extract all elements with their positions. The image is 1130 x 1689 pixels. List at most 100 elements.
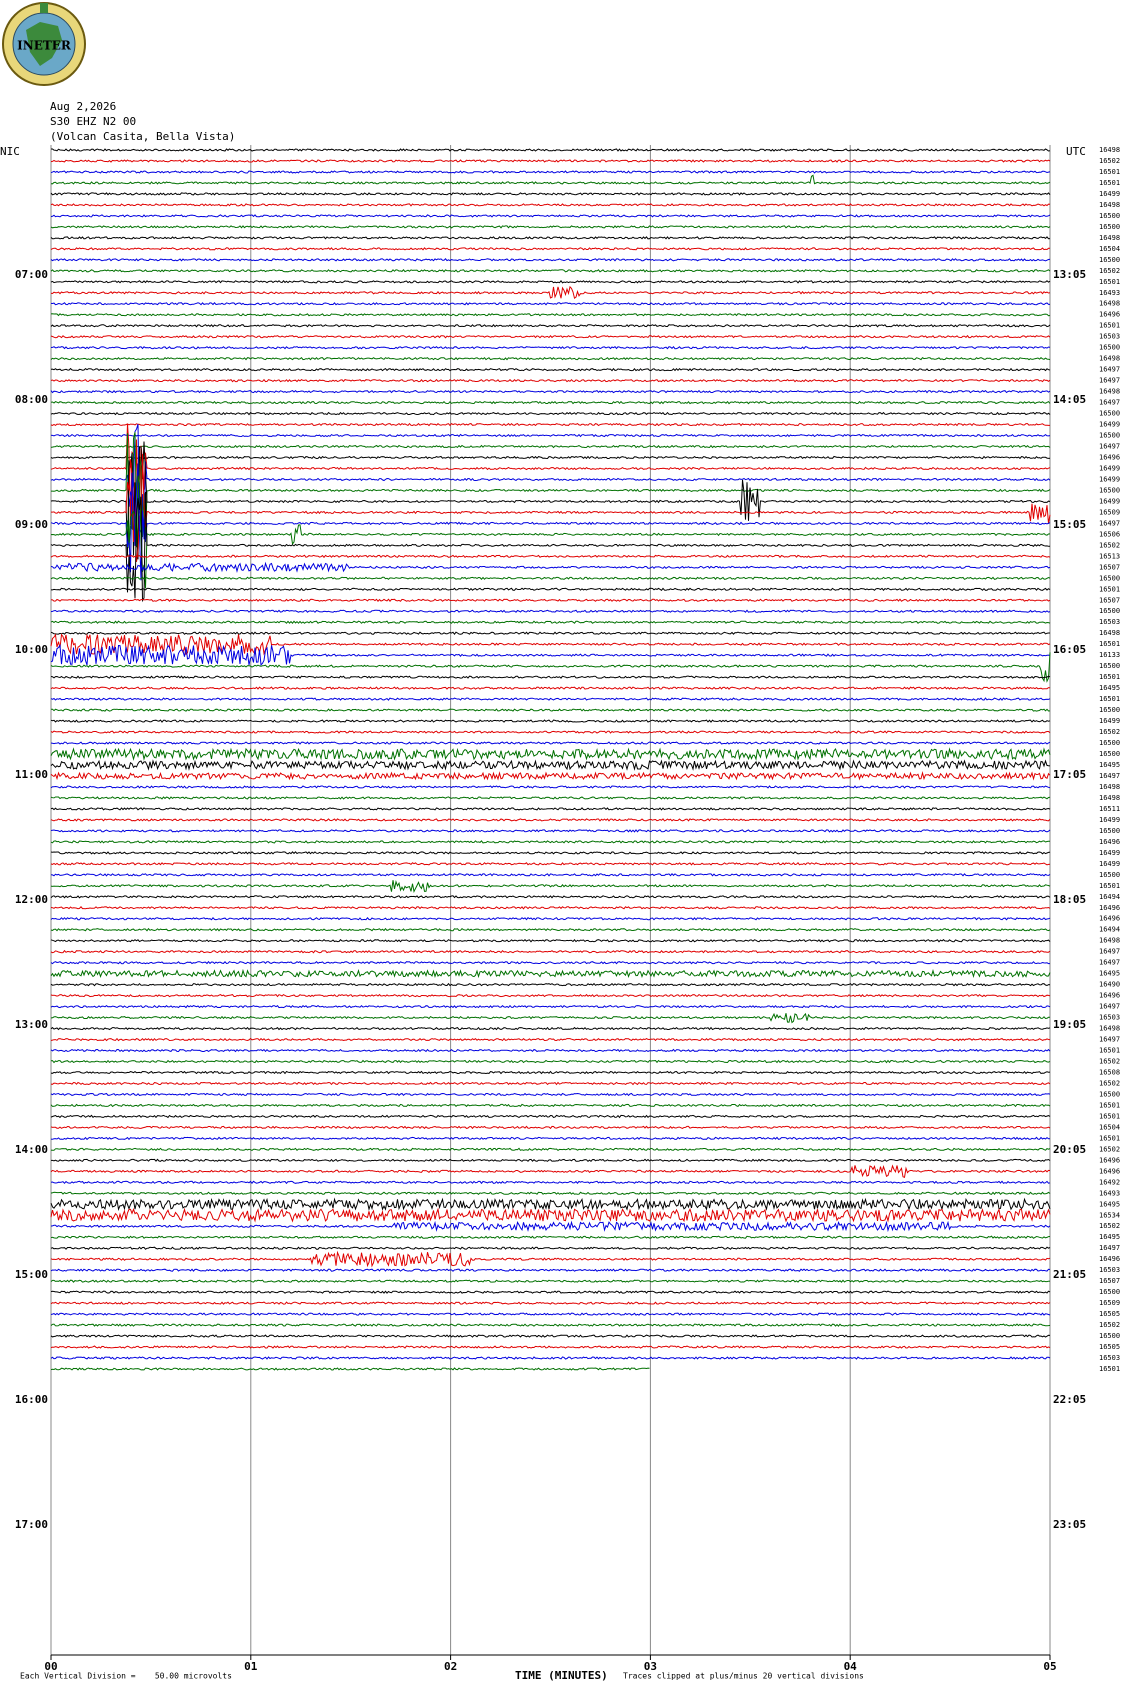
left-zone: NIC — [0, 145, 20, 158]
trace-level: 16503 — [1099, 618, 1120, 626]
trace — [50, 949, 1051, 954]
trace-level: 16500 — [1099, 1090, 1120, 1098]
trace-level: 16490 — [1099, 981, 1120, 989]
trace — [50, 873, 1051, 877]
trace-level: 16501 — [1099, 322, 1120, 330]
trace — [50, 258, 1051, 262]
trace — [50, 423, 1051, 526]
trace-level: 16500 — [1099, 750, 1120, 758]
x-tick-label: 05 — [1043, 1660, 1056, 1673]
trace-level: 16499 — [1099, 464, 1120, 472]
trace — [50, 708, 1051, 712]
local-hour: 07:00 — [15, 268, 48, 281]
utc-hour: 20:05 — [1053, 1143, 1086, 1156]
trace-level: 16513 — [1099, 552, 1120, 560]
trace-level: 16501 — [1099, 585, 1120, 593]
trace-level: 16499 — [1099, 475, 1120, 483]
x-tick-label: 02 — [444, 1660, 457, 1673]
trace — [50, 741, 1051, 745]
trace — [50, 411, 1051, 416]
trace — [50, 747, 1051, 761]
trace — [50, 424, 1051, 540]
trace — [50, 1220, 1051, 1233]
trace-level: 16502 — [1099, 541, 1120, 549]
trace — [50, 203, 1051, 207]
trace — [50, 1250, 1051, 1268]
utc-hour: 13:05 — [1053, 268, 1086, 281]
trace — [50, 686, 1051, 690]
trace-level: 16505 — [1099, 1310, 1120, 1318]
utc-hour: 23:05 — [1053, 1518, 1086, 1531]
trace — [50, 796, 1051, 800]
trace — [51, 148, 1051, 152]
trace — [50, 491, 1050, 603]
trace-level: 16501 — [1099, 1047, 1120, 1055]
trace — [50, 1070, 1051, 1075]
trace — [50, 1235, 1051, 1239]
trace-level: 16497 — [1099, 1003, 1120, 1011]
trace — [50, 422, 1050, 427]
trace-level: 16499 — [1099, 497, 1120, 505]
trace — [50, 620, 1051, 624]
trace — [50, 968, 1051, 979]
trace-level: 16500 — [1099, 212, 1120, 220]
trace-level: 16500 — [1099, 871, 1120, 879]
trace — [50, 334, 1051, 339]
trace — [50, 829, 1051, 833]
trace-level: 16497 — [1099, 519, 1120, 527]
trace — [50, 444, 1051, 449]
trace-level: 16501 — [1099, 179, 1120, 187]
local-hour: 14:00 — [15, 1143, 48, 1156]
local-hour: 12:00 — [15, 893, 48, 906]
trace-level: 16495 — [1099, 761, 1120, 769]
trace-level: 16499 — [1099, 190, 1120, 198]
trace-level: 16500 — [1099, 223, 1120, 231]
trace — [51, 587, 1051, 591]
trace — [50, 236, 1051, 240]
trace-level: 16497 — [1099, 366, 1120, 374]
trace-level: 16498 — [1099, 937, 1120, 945]
trace — [50, 895, 1051, 899]
trace-level: 16503 — [1099, 1014, 1120, 1022]
trace — [50, 1012, 1051, 1024]
trace — [50, 906, 1051, 910]
trace-level: 16499 — [1099, 860, 1120, 868]
trace — [50, 1125, 1051, 1130]
trace — [51, 454, 1051, 562]
trace — [50, 1114, 1051, 1119]
trace-level: 16497 — [1099, 377, 1120, 385]
trace-level: 16507 — [1099, 563, 1120, 571]
trace-level: 16504 — [1099, 245, 1120, 253]
trace — [50, 400, 1051, 405]
trace — [50, 840, 1050, 844]
trace-level: 16497 — [1099, 1244, 1120, 1252]
trace — [50, 1081, 1051, 1086]
utc-hour: 16:05 — [1053, 643, 1086, 656]
trace-level: 16496 — [1099, 1255, 1120, 1263]
trace-level: 16496 — [1099, 904, 1120, 912]
trace — [50, 576, 1051, 580]
trace — [50, 1356, 1051, 1360]
trace — [50, 862, 1051, 866]
trace-level: 16494 — [1099, 926, 1120, 934]
logo: INETER — [2, 2, 86, 86]
trace — [50, 643, 1051, 666]
trace-level: 16507 — [1099, 596, 1120, 604]
trace-level: 16500 — [1099, 607, 1120, 615]
trace-level: 16502 — [1099, 1058, 1120, 1066]
trace — [50, 993, 1051, 998]
trace-level: 16496 — [1099, 1156, 1120, 1164]
x-tick-label: 04 — [844, 1660, 858, 1673]
trace — [50, 1048, 1051, 1053]
trace-level: 16501 — [1099, 168, 1120, 176]
trace-level: 16502 — [1099, 1222, 1120, 1230]
trace — [50, 1367, 650, 1371]
trace — [50, 652, 1051, 683]
trace-level: 16501 — [1099, 278, 1120, 286]
trace — [50, 631, 1050, 636]
trace-level: 16497 — [1099, 1036, 1120, 1044]
trace — [50, 1323, 1051, 1327]
trace-level: 16501 — [1099, 640, 1120, 648]
trace-level: 16498 — [1099, 794, 1120, 802]
